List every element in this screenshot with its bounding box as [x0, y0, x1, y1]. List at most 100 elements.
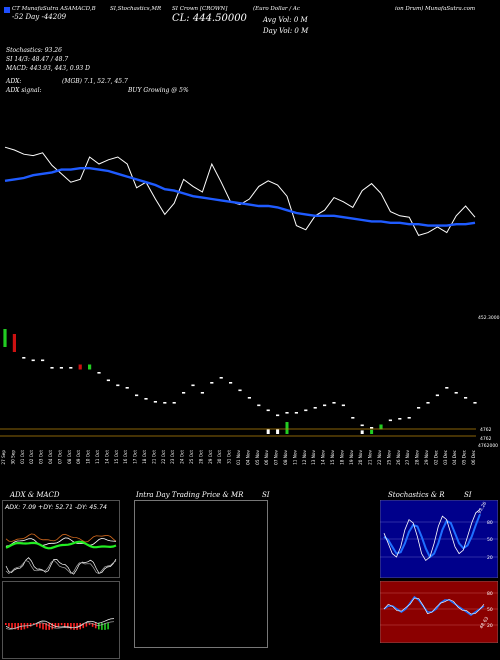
date-label: 07 Nov: [274, 449, 279, 464]
date-label: 31 Oct: [227, 450, 232, 464]
macd-small-panel: [2, 581, 120, 659]
header-ticker-label: SI Crown [CROWN]: [172, 6, 228, 12]
macd-bar: [88, 364, 92, 370]
macd-bar: [294, 412, 298, 414]
header-left-line2: -52 Day -44209: [12, 13, 67, 21]
macd-bar: [41, 359, 45, 362]
si-level-80: 80: [487, 591, 493, 597]
date-label: 06 Nov: [264, 449, 269, 464]
stochastics-panel: 80 50 20 93.26: [380, 500, 498, 578]
macd-small-bar: [63, 623, 66, 627]
macd-bar: [454, 392, 458, 394]
macd-small-bar: [48, 623, 50, 630]
header-right-label: ion Drum) MunafaSutra.com: [395, 6, 476, 12]
stoch-level-20: 20: [487, 555, 493, 561]
date-label: 14 Oct: [104, 450, 109, 464]
price-label-top: 452.3000: [478, 315, 500, 321]
macd-bar: [313, 407, 317, 409]
date-label: 21 Nov: [368, 449, 373, 464]
header-left-line1: CT MunafaSutra ASAMACD,B: [12, 6, 96, 12]
macd-bar: [163, 402, 167, 404]
intraday-si-label: SI: [262, 491, 270, 499]
date-label: 19 Nov: [349, 449, 354, 464]
macd-bar: [135, 394, 139, 397]
macd-small-bar: [45, 623, 47, 630]
date-label: 15 Oct: [114, 450, 119, 464]
date-label: 07 Oct: [57, 450, 62, 464]
date-label: 29 Oct: [208, 450, 213, 464]
date-label: 24 Oct: [180, 450, 185, 464]
macd-bar: [332, 402, 336, 404]
day-vol: Day Vol: 0 M: [263, 27, 309, 35]
macd-bar: [50, 367, 54, 369]
info-stochastics: Stochastics: 93.26: [6, 47, 62, 54]
macd-bar: [435, 394, 439, 397]
date-label: 03 Dec: [443, 449, 448, 464]
info-signal-text: BUY Growing @ 5%: [128, 87, 189, 94]
date-label: 30 Oct: [217, 450, 222, 464]
date-label: 25 Nov: [386, 449, 391, 464]
info-macd: MACD: 443.93, 443, 0.93 D: [6, 65, 90, 72]
si-panel: 80 50 20 48.63: [380, 581, 498, 643]
macd-bar: [153, 401, 157, 403]
macd-bar: [125, 387, 129, 389]
date-label: 27 Sep: [1, 450, 6, 465]
macd-small-bar: [98, 623, 100, 630]
macd-small-bar: [91, 623, 94, 627]
date-label: 28 Nov: [415, 449, 420, 464]
date-label: 13 Nov: [311, 449, 316, 464]
header-stoch-label: SI,Stochastics,MR: [110, 6, 162, 12]
macd-small-bar: [104, 623, 106, 630]
macd-bar: [445, 387, 449, 389]
date-label: 17 Oct: [133, 450, 138, 464]
macd-small-bar: [8, 623, 10, 627]
stoch-panel-title: Stochastics & R: [388, 491, 445, 499]
si-level-50: 50: [487, 607, 493, 613]
date-label: 21 Oct: [151, 450, 156, 464]
series-line-white: [4, 146, 476, 236]
date-label: 04 Oct: [48, 450, 53, 464]
price-label-bottom: 4762000: [478, 443, 498, 449]
macd-small-bar: [60, 623, 63, 626]
macd-bar: [97, 372, 101, 374]
macd-bar: [3, 329, 7, 347]
macd-small-bar: [73, 623, 75, 630]
macd-bar: [22, 357, 26, 359]
macd-bar: [200, 392, 204, 394]
series-line-blue: [4, 166, 476, 227]
date-label: 01 Oct: [20, 450, 25, 464]
macd-bar: [247, 397, 251, 399]
macd-bar: [417, 407, 421, 409]
date-label: 03 Oct: [39, 450, 44, 464]
header-center-label: (Euro Dollar / Ac: [253, 6, 300, 12]
stoch-panel-si: SI: [464, 491, 472, 499]
date-label: 05 Nov: [255, 449, 260, 464]
macd-bar: [426, 402, 430, 404]
si-value: 48.63: [479, 616, 491, 630]
macd-small-bar: [14, 623, 16, 630]
date-label: 04 Dec: [452, 449, 457, 464]
date-label: 27 Nov: [405, 449, 410, 464]
macd-small-bar: [82, 623, 85, 629]
macd-bar: [116, 384, 120, 387]
macd-bar: [464, 397, 468, 399]
macd-small-bar: [36, 623, 38, 627]
macd-bar: [285, 412, 289, 414]
macd-bar: [172, 402, 176, 404]
macd-bar: [276, 414, 280, 417]
adx-values-text: ADX: 7.09 +DY: 52.71 -DY: 45.74: [4, 504, 107, 511]
info-adx-signal: ADX signal:: [6, 87, 42, 94]
intraday-title: Intra Day Trading Price & MR: [136, 491, 244, 499]
date-label: 01 Nov: [236, 449, 241, 464]
macd-small-bar: [57, 623, 60, 627]
stoch-level-80: 80: [487, 520, 493, 526]
macd-small-bar: [32, 623, 35, 625]
info-adx-detail: (MGB) 7.1, 52.7, 45.7: [62, 78, 128, 85]
macd-bar: [257, 404, 261, 407]
macd-small-bar: [88, 623, 91, 626]
legend-square: [4, 7, 10, 13]
macd-bar: [31, 359, 35, 362]
date-label: 12 Nov: [302, 449, 307, 464]
macd-small-bar: [70, 623, 72, 630]
macd-bar: [69, 367, 73, 369]
